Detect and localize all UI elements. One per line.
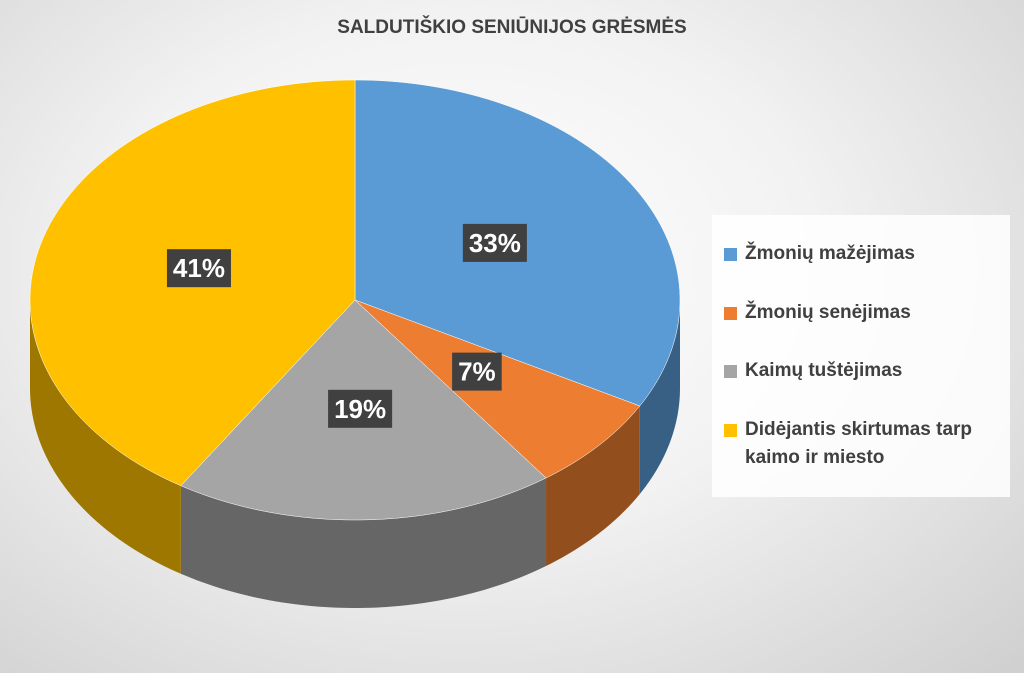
data-label: 19% xyxy=(334,394,386,424)
chart-title: SALDUTIŠKIO SENIŪNIJOS GRĖSMĖS xyxy=(337,16,686,38)
legend-swatch xyxy=(724,248,737,262)
sides xyxy=(30,300,680,608)
data-label-box xyxy=(166,249,231,288)
data-label-box xyxy=(462,223,527,262)
data-label-box xyxy=(452,352,502,391)
pie-side xyxy=(30,300,181,574)
data-label-box xyxy=(328,389,393,428)
legend-label: Žmonių senėjimas xyxy=(745,301,911,323)
labels: 33% 7% 19% 41% xyxy=(166,223,527,428)
legend-swatch xyxy=(724,365,737,379)
pie-side xyxy=(546,405,640,566)
legend-item: Žmonių mažėjimas xyxy=(724,240,998,268)
legend-item: Didėjantis skirtumas tarp kaimo ir miest… xyxy=(724,416,998,472)
legend-item: Kaimų tuštėjimas xyxy=(724,357,998,385)
legend-label: Didėjantis skirtumas tarp kaimo ir miest… xyxy=(745,418,973,468)
data-label: 7% xyxy=(458,357,496,387)
legend: Žmonių mažėjimas Žmonių senėjimas Kaimų tu… xyxy=(712,215,1010,497)
data-label: 41% xyxy=(173,253,225,283)
pie-side xyxy=(639,300,680,494)
legend-label: Žmonių mažėjimas xyxy=(745,243,915,265)
legend-swatch xyxy=(724,423,737,437)
legend-swatch xyxy=(724,306,737,320)
tops xyxy=(29,79,681,521)
data-label: 33% xyxy=(469,228,521,258)
legend-label: Kaimų tuštėjimas xyxy=(745,360,903,382)
pie-side xyxy=(180,477,547,608)
legend-item: Žmonių senėjimas xyxy=(724,299,998,327)
